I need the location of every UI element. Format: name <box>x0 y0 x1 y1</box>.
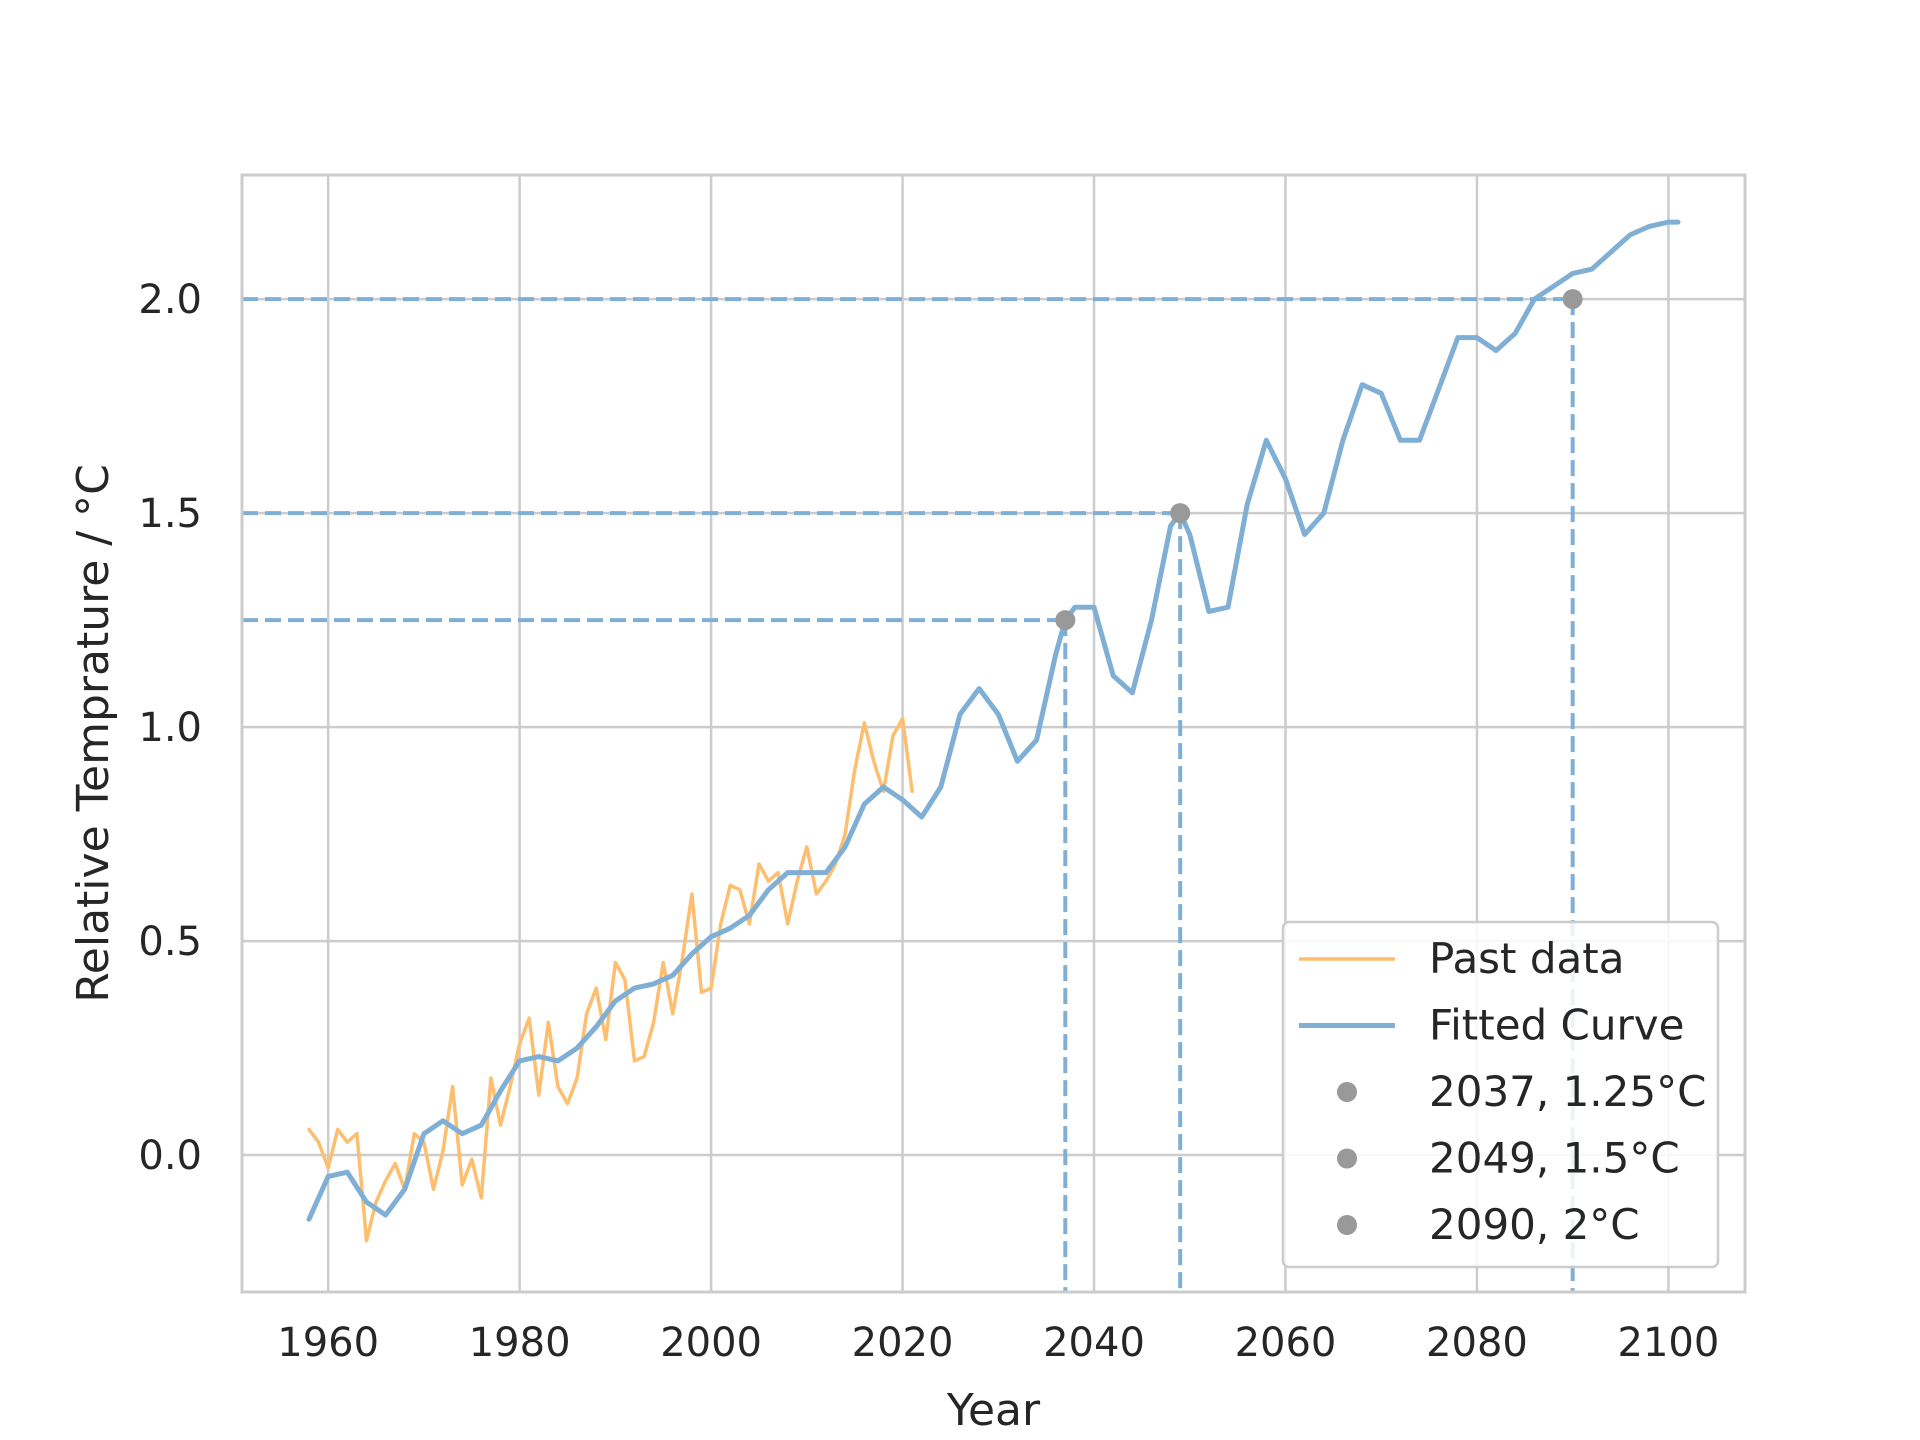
legend-box <box>1281 920 1720 1269</box>
x-tick-label: 1980 <box>469 1320 571 1366</box>
legend-entry-label: 2090, 2°C <box>1429 1200 1640 1249</box>
x-tick-label: 2100 <box>1618 1320 1720 1366</box>
legend-point-marker <box>1337 1215 1357 1235</box>
x-axis-label: Year <box>946 1385 1041 1436</box>
x-tick-label: 2080 <box>1426 1320 1528 1366</box>
y-tick-label: 1.5 <box>138 491 202 537</box>
reference-lines <box>242 297 1575 1292</box>
legend-entry-label: 2037, 1.25°C <box>1429 1067 1706 1116</box>
legend-point-marker <box>1337 1148 1357 1169</box>
y-tick-label: 0.5 <box>138 919 202 965</box>
y-tick-label: 0.0 <box>138 1133 202 1179</box>
legend-entry-label: 2049, 1.5°C <box>1429 1134 1680 1183</box>
y-tick-label: 2.0 <box>138 277 202 323</box>
x-tick-label: 2060 <box>1235 1320 1337 1366</box>
x-tick-label: 1960 <box>277 1320 379 1366</box>
y-tick-label: 1.0 <box>138 705 202 751</box>
fitted-curve-line <box>306 219 1681 1222</box>
series <box>306 219 1681 1243</box>
legend: Past data Fitted Curve 2037, 1.25°C 2049, 1… <box>1281 920 1720 1269</box>
legend-entry-label: Fitted Curve <box>1429 1001 1684 1050</box>
threshold-point <box>1562 289 1583 310</box>
x-tick-label: 2020 <box>852 1320 954 1366</box>
threshold-point <box>1055 610 1076 631</box>
tick-labels: 1960 1980 2000 2020 2040 2060 2080 2100 0.0 0.5 1.… <box>138 277 1719 1366</box>
legend-entry-label: Past data <box>1429 934 1624 983</box>
plot-area-border <box>240 173 1747 1294</box>
legend-point-marker <box>1337 1082 1357 1102</box>
axes-frame <box>240 173 1747 1294</box>
y-axis-label: Relative Temprature / °C <box>68 464 119 1003</box>
threshold-point <box>1170 503 1191 524</box>
x-tick-label: 2000 <box>660 1320 762 1366</box>
x-tick-label: 2040 <box>1043 1320 1145 1366</box>
